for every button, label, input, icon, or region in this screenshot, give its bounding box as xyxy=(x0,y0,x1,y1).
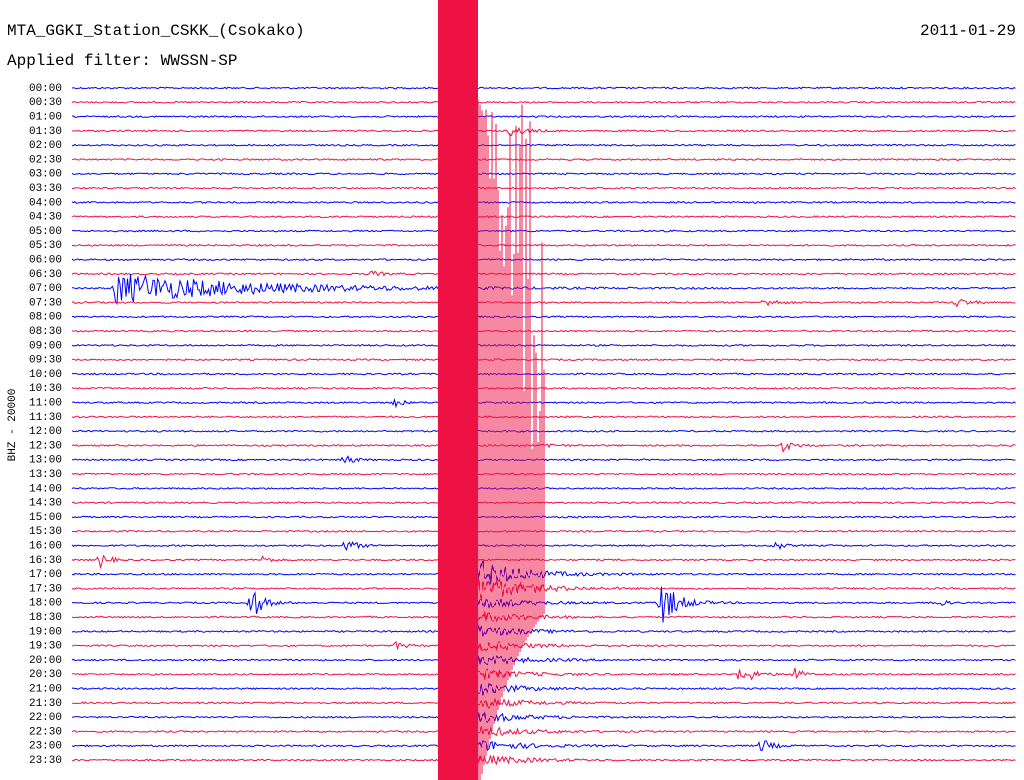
time-label: 21:00 xyxy=(29,684,62,696)
time-label: 18:00 xyxy=(29,598,62,610)
trace xyxy=(71,229,1016,233)
trace xyxy=(71,654,1016,666)
trace xyxy=(71,315,1016,319)
traces xyxy=(71,0,1016,780)
time-label: 07:00 xyxy=(29,283,62,295)
trace xyxy=(71,298,1016,308)
time-label: 13:00 xyxy=(29,455,62,467)
time-label: 14:30 xyxy=(29,498,62,510)
time-label: 10:00 xyxy=(29,369,62,381)
trace xyxy=(71,200,1016,204)
time-label: 11:30 xyxy=(29,412,62,424)
time-label: 02:30 xyxy=(29,154,62,166)
time-label: 16:00 xyxy=(29,541,62,553)
time-label: 09:00 xyxy=(29,340,62,352)
time-label: 04:30 xyxy=(29,212,62,224)
axis-label: BHZ - 20000 xyxy=(7,389,19,462)
trace xyxy=(71,126,1016,137)
time-label: 15:30 xyxy=(29,526,62,538)
trace xyxy=(71,243,1016,247)
time-label: 03:30 xyxy=(29,183,62,195)
time-label: 02:00 xyxy=(29,140,62,152)
trace xyxy=(71,343,1016,347)
time-label: 13:30 xyxy=(29,469,62,481)
time-label: 20:30 xyxy=(29,669,62,681)
trace xyxy=(71,740,1016,752)
time-label: 15:00 xyxy=(29,512,62,524)
time-label: 01:30 xyxy=(29,126,62,138)
trace xyxy=(71,270,1016,277)
time-label: 05:00 xyxy=(29,226,62,238)
trace xyxy=(71,143,1016,147)
time-label: 00:00 xyxy=(29,83,62,95)
trace xyxy=(71,329,1016,333)
trace xyxy=(71,667,1016,681)
trace xyxy=(72,273,1016,306)
time-label: 08:30 xyxy=(29,326,62,338)
time-label: 23:30 xyxy=(29,755,62,767)
trace xyxy=(71,158,1016,161)
time-label: 23:00 xyxy=(29,741,62,753)
time-label: 19:00 xyxy=(29,626,62,638)
trace xyxy=(71,640,1016,652)
trace xyxy=(71,726,1016,737)
date: 2011-01-29 xyxy=(920,22,1016,40)
time-label: 11:00 xyxy=(29,398,62,410)
time-label: 12:30 xyxy=(29,440,62,452)
trace xyxy=(71,610,1016,623)
station-title: MTA_GGKI_Station_CSKK_(Csokako) xyxy=(7,22,305,40)
trace xyxy=(71,711,1016,725)
time-label: 06:30 xyxy=(29,269,62,281)
time-label: 06:00 xyxy=(29,255,62,267)
time-label: 05:30 xyxy=(29,240,62,252)
trace xyxy=(71,258,1016,262)
trace xyxy=(71,358,1016,362)
time-label: 07:30 xyxy=(29,297,62,309)
trace xyxy=(71,186,1016,190)
trace xyxy=(71,172,1016,176)
time-label: 00:30 xyxy=(29,97,62,109)
trace xyxy=(71,697,1016,709)
time-label: 14:00 xyxy=(29,483,62,495)
trace xyxy=(71,100,1016,104)
time-label: 01:00 xyxy=(29,112,62,124)
time-label: 09:30 xyxy=(29,355,62,367)
trace xyxy=(71,624,1016,637)
time-label: 17:00 xyxy=(29,569,62,581)
time-label: 19:30 xyxy=(29,641,62,653)
time-label: 10:30 xyxy=(29,383,62,395)
time-label: 08:00 xyxy=(29,312,62,324)
time-label: 03:00 xyxy=(29,169,62,181)
trace xyxy=(71,683,1016,697)
trace xyxy=(71,115,1016,119)
quake-block xyxy=(438,0,478,780)
time-label: 22:00 xyxy=(29,712,62,724)
filter-label: Applied filter: WWSSN-SP xyxy=(7,52,237,70)
time-label: 12:00 xyxy=(29,426,62,438)
time-label: 18:30 xyxy=(29,612,62,624)
time-label: 20:00 xyxy=(29,655,62,667)
trace xyxy=(72,754,1016,766)
time-label: 17:30 xyxy=(29,583,62,595)
time-label: 04:00 xyxy=(29,197,62,209)
trace xyxy=(71,86,1016,90)
time-label: 22:30 xyxy=(29,726,62,738)
trace xyxy=(71,215,1016,219)
time-label: 21:30 xyxy=(29,698,62,710)
time-label: 16:30 xyxy=(29,555,62,567)
